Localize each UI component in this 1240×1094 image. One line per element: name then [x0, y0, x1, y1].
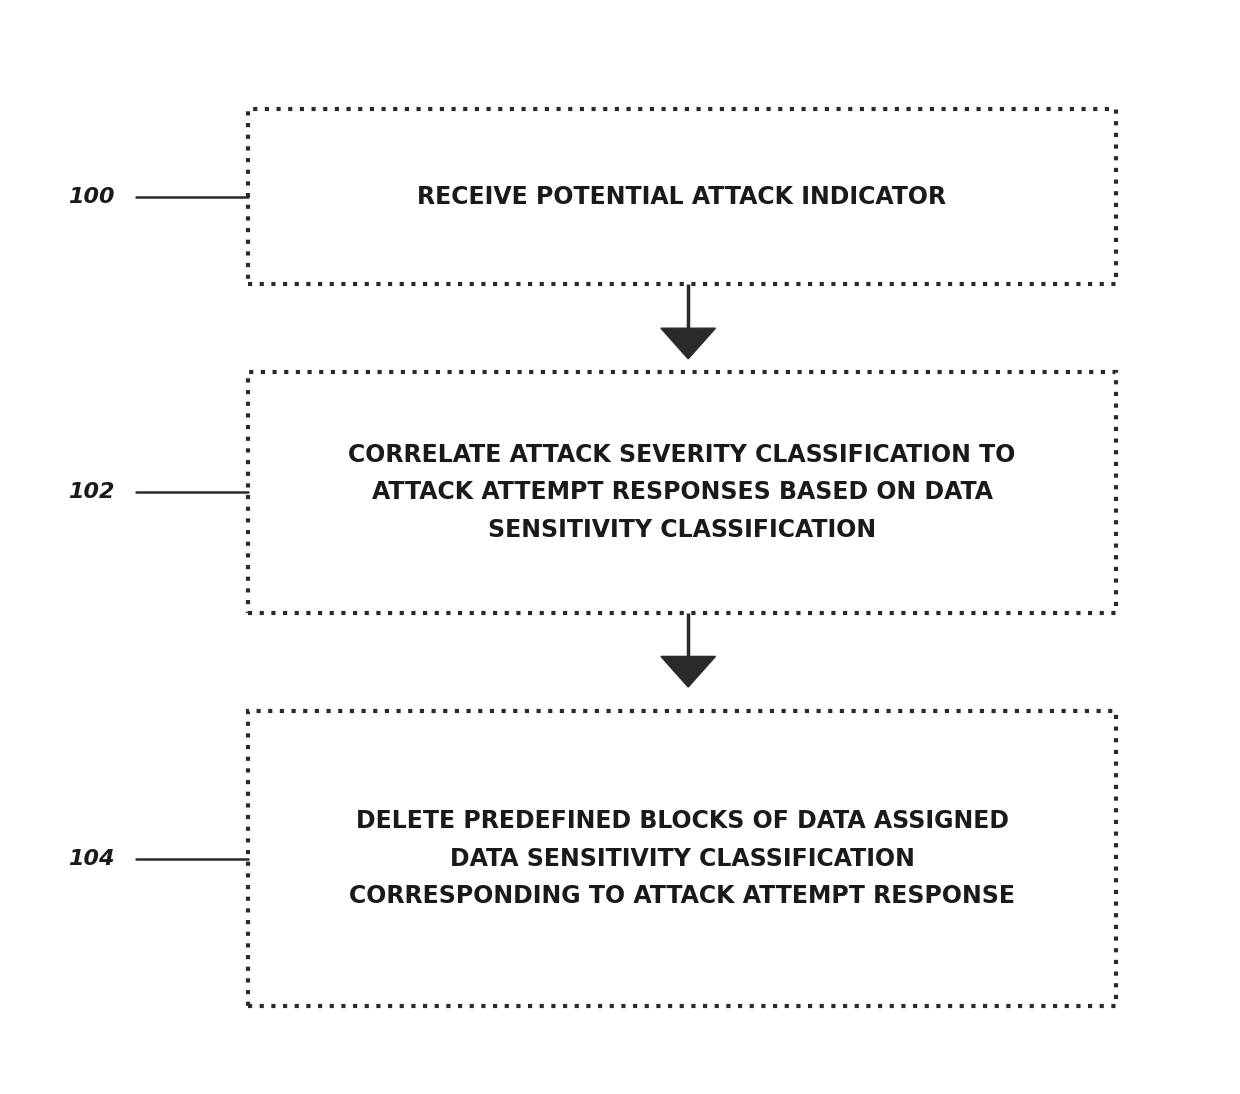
Bar	[248, 109, 1116, 284]
Text: CORRELATE ATTACK SEVERITY CLASSIFICATION TO
ATTACK ATTEMPT RESPONSES BASED ON DA: CORRELATE ATTACK SEVERITY CLASSIFICATION…	[348, 443, 1016, 542]
Text: DELETE PREDEFINED BLOCKS OF DATA ASSIGNED
DATA SENSITIVITY CLASSIFICATION
CORRES: DELETE PREDEFINED BLOCKS OF DATA ASSIGNE…	[348, 810, 1016, 908]
Text: 102: 102	[68, 482, 114, 502]
Bar	[248, 372, 1116, 613]
Text: 104: 104	[68, 849, 114, 869]
Polygon shape	[661, 328, 715, 359]
Text: 100: 100	[68, 187, 114, 207]
Text: RECEIVE POTENTIAL ATTACK INDICATOR: RECEIVE POTENTIAL ATTACK INDICATOR	[418, 185, 946, 209]
Polygon shape	[661, 656, 715, 687]
Bar	[248, 711, 1116, 1006]
